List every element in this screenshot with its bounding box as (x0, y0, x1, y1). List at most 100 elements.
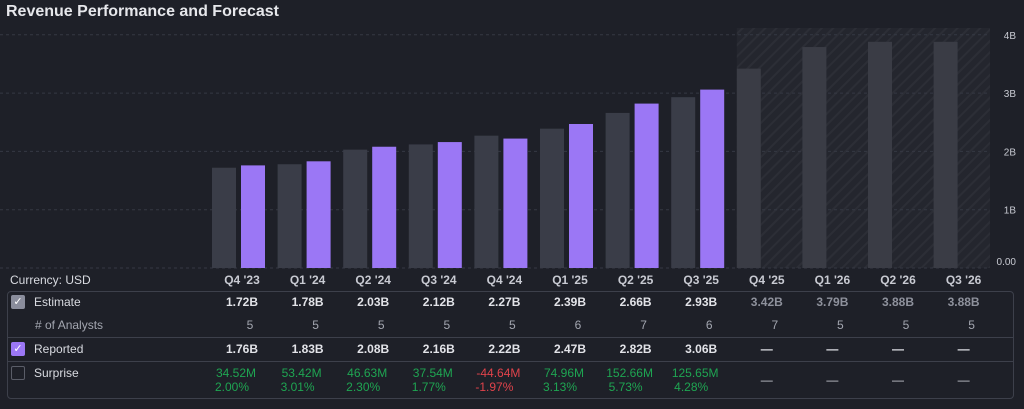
surprise-percent: 1.77% (411, 380, 446, 394)
estimate-value: 3.88B (881, 295, 915, 309)
reported-value: — (826, 342, 839, 356)
divider (8, 361, 1014, 362)
surprise-value: 53.42M (281, 366, 322, 380)
surprise-percent: 3.13% (542, 380, 578, 394)
y-tick-label: 1B (1004, 206, 1017, 217)
analysts-value: 5 (377, 318, 385, 332)
estimate-bar (736, 68, 761, 268)
reported-checkbox[interactable]: ✓ (11, 342, 25, 356)
divider (8, 337, 1014, 338)
estimate-checkbox[interactable]: ✓ (11, 295, 25, 309)
reported-value: — (892, 342, 904, 356)
estimate-label: Estimate (34, 295, 81, 309)
estimate-bar (408, 144, 433, 268)
estimate-value: 2.12B (422, 295, 455, 309)
surprise-value: 125.65M (671, 366, 719, 380)
surprise-checkbox[interactable] (11, 366, 25, 380)
surprise-value: 34.52M (215, 366, 257, 380)
analysts-value: 5 (443, 318, 451, 332)
surprise-percent: 4.28% (674, 380, 709, 394)
surprise-value: 74.96M (543, 366, 585, 380)
surprise-value: -44.64M (476, 366, 521, 380)
analysts-value: 7 (771, 318, 779, 332)
reported-value: 2.08B (357, 342, 390, 356)
surprise-value: — (760, 373, 773, 387)
reported-bar (503, 138, 528, 268)
reported-value: 2.47B (553, 342, 587, 356)
analysts-value: 5 (902, 318, 910, 332)
estimate-bar (343, 149, 368, 268)
analysts-value: 5 (837, 318, 844, 332)
reported-bar (306, 161, 331, 268)
x-axis-label: Q1 '24 (289, 273, 326, 287)
surprise-value: — (892, 373, 904, 387)
surprise-value: — (957, 373, 970, 387)
estimate-value: 3.88B (947, 295, 980, 309)
surprise-percent: 5.73% (608, 380, 643, 394)
analysts-value: 5 (968, 318, 975, 332)
reported-value: 2.22B (488, 342, 521, 356)
chart-title: Revenue Performance and Forecast (6, 3, 279, 20)
data-table (7, 291, 1014, 399)
x-axis-label: Q3 '26 (945, 273, 982, 287)
x-axis-label: Q2 '26 (880, 273, 916, 287)
estimate-value: 2.27B (488, 295, 521, 309)
estimate-value: 2.93B (685, 295, 718, 309)
surprise-percent: 2.00% (214, 380, 250, 394)
analysts-value: 5 (246, 318, 254, 332)
analysts-value: 5 (509, 318, 516, 332)
reported-value: 2.16B (422, 342, 455, 356)
estimate-bar (540, 128, 564, 268)
x-axis-label: Q1 '26 (814, 273, 851, 287)
x-axis-label: Q2 '25 (617, 273, 654, 287)
revenue-chart: 0.00 1B 2B 3B 4B (0, 28, 1017, 269)
y-tick-label: 2B (1004, 147, 1017, 158)
reported-label: Reported (34, 342, 84, 356)
x-axis-label: Q4 '24 (486, 273, 523, 287)
estimate-value: 1.72B (225, 295, 259, 309)
analysts-label: # of Analysts (35, 318, 104, 332)
reported-bar (569, 123, 593, 269)
reported-value: — (760, 342, 773, 356)
reported-value: 3.06B (685, 342, 718, 356)
y-tick-label: 4B (1004, 31, 1017, 42)
estimate-value: 2.66B (619, 295, 652, 309)
estimate-value: 2.39B (553, 295, 587, 309)
estimate-bar (868, 41, 892, 268)
x-axis-label: Q4 '23 (224, 273, 260, 287)
surprise-value: — (826, 373, 839, 387)
x-axis-label: Q2 '24 (355, 273, 391, 287)
estimate-bar (277, 164, 302, 268)
reported-value: 1.83B (291, 342, 324, 356)
reported-value: — (957, 342, 970, 356)
surprise-percent: -1.97% (475, 380, 514, 394)
estimate-bar (671, 97, 696, 268)
currency-label: Currency: USD (10, 273, 91, 287)
analysts-value: 5 (312, 318, 319, 332)
reported-bar (241, 165, 265, 268)
analysts-value: 6 (574, 318, 582, 332)
estimate-value: 2.03B (357, 295, 390, 309)
surprise-percent: 3.01% (280, 380, 315, 394)
analysts-value: 6 (705, 318, 713, 332)
estimate-value: 1.78B (291, 295, 324, 309)
y-tick-label: 3B (1004, 89, 1017, 100)
surprise-value: 46.63M (347, 366, 388, 380)
x-axis-label: Q3 '25 (683, 273, 719, 287)
reported-bar (437, 142, 462, 268)
reported-bar (700, 89, 725, 269)
reported-value: 1.76B (225, 342, 259, 356)
x-axis-label: Q1 '25 (552, 273, 588, 287)
surprise-value: 37.54M (412, 366, 453, 380)
analysts-value: 7 (640, 318, 647, 332)
estimate-bar (474, 135, 499, 268)
y-tick-label: 0.00 (997, 257, 1017, 268)
reported-value: 2.82B (619, 342, 652, 356)
surprise-percent: 2.30% (346, 380, 381, 394)
estimate-value: 3.79B (816, 295, 849, 309)
estimate-value: 3.42B (750, 295, 783, 309)
x-axis-label: Q4 '25 (749, 273, 785, 287)
estimate-bar (212, 167, 236, 268)
reported-bar (372, 146, 397, 268)
surprise-label: Surprise (34, 366, 79, 380)
